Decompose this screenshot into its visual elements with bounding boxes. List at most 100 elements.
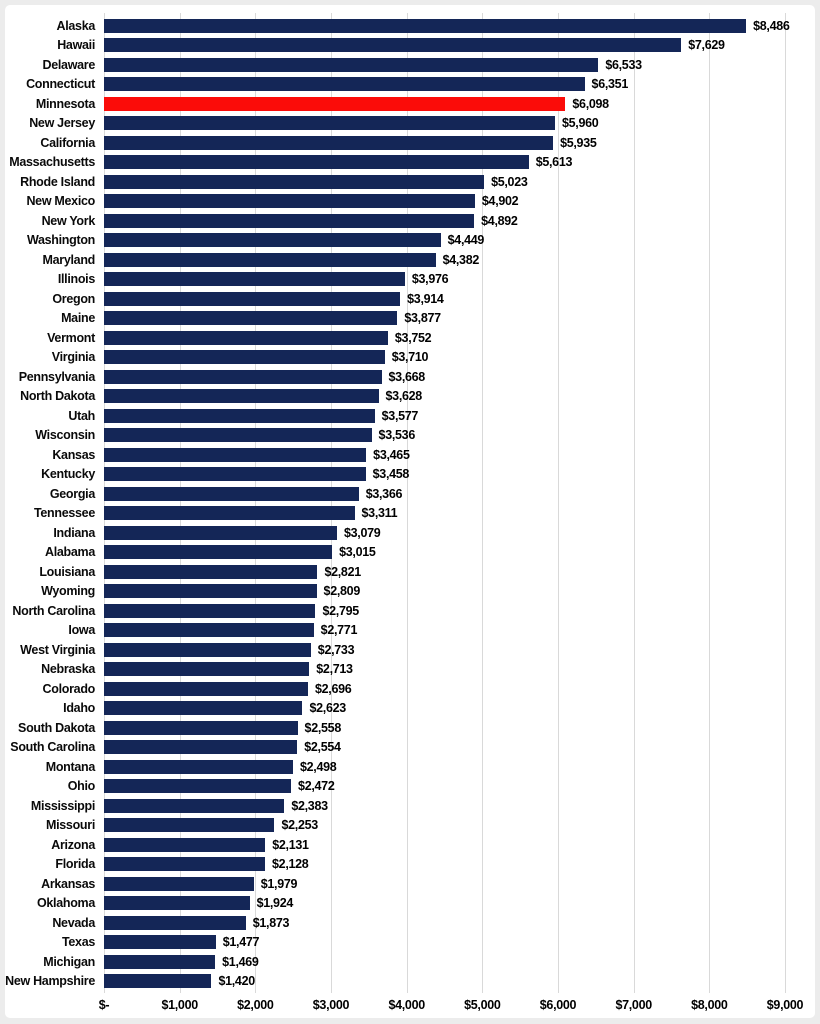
bar-row: Utah $3,577 — [5, 406, 815, 426]
bar — [104, 291, 401, 306]
value-label: $2,821 — [324, 564, 361, 579]
bar-track: $3,465 — [104, 445, 785, 465]
x-tick-label: $- — [98, 998, 110, 1012]
bar — [104, 506, 355, 521]
bar-row: Arizona $2,131 — [5, 835, 815, 855]
bar — [104, 642, 311, 657]
bar-track: $2,554 — [104, 738, 785, 758]
category-label: Connecticut — [26, 77, 95, 92]
value-label: $3,311 — [361, 506, 398, 521]
bar-track: $3,914 — [104, 289, 785, 309]
bar-row: Louisiana $2,821 — [5, 562, 815, 582]
value-label: $2,498 — [300, 759, 337, 774]
value-label: $6,098 — [572, 96, 609, 111]
bar-chart: Alaska $8,486 Hawaii $7,629 Delaware $6,533 Co… — [5, 5, 815, 1018]
gridline — [709, 13, 711, 993]
bar-track: $4,892 — [104, 211, 785, 231]
x-tick-label: $1,000 — [161, 998, 198, 1012]
value-label: $2,128 — [272, 857, 309, 872]
bar-row: Delaware $6,533 — [5, 55, 815, 75]
value-label: $1,469 — [222, 954, 259, 969]
bar — [104, 330, 388, 345]
category-label: Michigan — [43, 954, 95, 969]
bar — [104, 720, 298, 735]
value-label: $8,486 — [753, 18, 790, 33]
bar-track: $3,668 — [104, 367, 785, 387]
bar — [104, 194, 475, 209]
bar-track: $3,577 — [104, 406, 785, 426]
category-label: Pennsylvania — [18, 369, 96, 384]
category-label: Wyoming — [41, 584, 95, 599]
bar — [104, 252, 436, 267]
bar-track: $2,472 — [104, 777, 785, 797]
value-label: $3,752 — [394, 330, 432, 345]
bar-row: Montana $2,498 — [5, 757, 815, 777]
value-label: $1,924 — [256, 896, 294, 911]
bar-row: Florida $2,128 — [5, 855, 815, 875]
bar — [104, 389, 379, 404]
category-label: Illinois — [57, 272, 95, 287]
value-label: $5,023 — [491, 174, 528, 189]
bar-row: New Hampshire $1,420 — [5, 972, 815, 992]
category-label: Florida — [55, 857, 95, 872]
value-label: $2,771 — [320, 623, 358, 638]
bar — [104, 603, 316, 618]
bar — [104, 116, 555, 131]
bar-row: Georgia $3,366 — [5, 484, 815, 504]
category-label: Rhode Island — [20, 174, 95, 189]
value-label: $2,696 — [314, 681, 352, 696]
category-label: New Jersey — [29, 116, 95, 131]
bar-track: $2,623 — [104, 699, 785, 719]
bar-row: Indiana $3,079 — [5, 523, 815, 543]
bar-row: Illinois $3,976 — [5, 270, 815, 290]
value-label: $3,079 — [343, 525, 381, 540]
gridline — [104, 13, 105, 993]
bar — [104, 876, 254, 891]
bar-track: $1,420 — [104, 972, 785, 992]
bar — [104, 77, 585, 92]
bar-track: $3,458 — [104, 465, 785, 485]
value-label: $3,914 — [407, 291, 444, 306]
category-label: Oregon — [52, 291, 95, 306]
x-tick-label: $5,000 — [464, 998, 501, 1012]
category-label: Maryland — [42, 252, 96, 267]
category-label: Hawaii — [57, 38, 95, 53]
category-label: Nebraska — [41, 662, 95, 677]
bar-row: Texas $1,477 — [5, 933, 815, 953]
bar — [104, 38, 682, 53]
category-label: Texas — [61, 935, 95, 950]
bar — [104, 174, 485, 189]
bar — [104, 662, 310, 677]
bar-track: $6,533 — [104, 55, 785, 75]
bar-track: $1,469 — [104, 952, 785, 972]
value-label: $3,577 — [381, 408, 419, 423]
value-label: $3,458 — [372, 467, 410, 482]
bar-track: $2,383 — [104, 796, 785, 816]
bar — [104, 525, 337, 540]
bar — [104, 486, 359, 501]
bar-row: North Dakota $3,628 — [5, 387, 815, 407]
category-label: Tennessee — [34, 506, 95, 521]
bar-track: $3,536 — [104, 426, 785, 446]
bar — [104, 311, 398, 326]
category-label: Missouri — [46, 818, 95, 833]
bar-row: Connecticut $6,351 — [5, 75, 815, 95]
category-label: Ohio — [67, 779, 96, 794]
bar-row: Arkansas $1,979 — [5, 874, 815, 894]
bar-rows: Alaska $8,486 Hawaii $7,629 Delaware $6,533 Co… — [5, 16, 815, 991]
bar-track: $1,979 — [104, 874, 785, 894]
value-label: $3,465 — [373, 447, 410, 462]
bar — [104, 935, 216, 950]
bar-row: Wyoming $2,809 — [5, 582, 815, 602]
bar-track: $4,902 — [104, 192, 785, 212]
bar — [104, 408, 375, 423]
category-label: Alaska — [56, 18, 95, 33]
x-tick-label: $7,000 — [615, 998, 652, 1012]
gridline — [255, 13, 257, 993]
bar — [104, 545, 333, 560]
value-label: $1,477 — [222, 935, 260, 950]
bar-row: Alabama $3,015 — [5, 543, 815, 563]
bar — [104, 701, 303, 716]
bar-track: $1,924 — [104, 894, 785, 914]
value-label: $2,733 — [317, 642, 355, 657]
